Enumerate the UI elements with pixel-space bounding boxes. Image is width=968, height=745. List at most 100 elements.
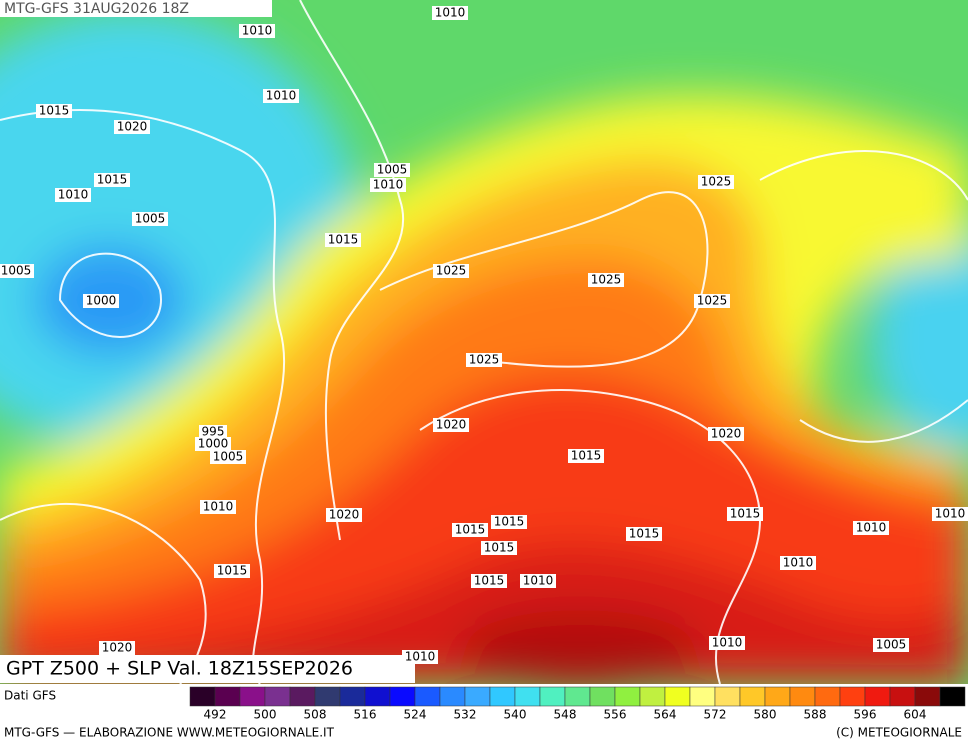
isobar-label: 1000 [86, 294, 117, 308]
isobar-label-box [471, 574, 507, 588]
isobar-label: 1015 [484, 541, 515, 555]
colorbar-label: 532 [454, 708, 477, 722]
isobar-label-box [36, 104, 72, 118]
isobar-label: 1010 [58, 188, 89, 202]
colorbar-swatch [764, 686, 791, 707]
colorbar-swatch [539, 686, 566, 707]
isobar-label-box [932, 507, 968, 521]
isobar-label-box [199, 425, 227, 439]
isobar-label-box [432, 6, 468, 20]
isobar-label: 1005 [876, 638, 907, 652]
isobar [0, 109, 286, 684]
isobar-label: 1015 [328, 233, 359, 247]
colorbar-label: 524 [404, 708, 427, 722]
isobar-label-box [698, 175, 734, 189]
colorbar-label: 596 [854, 708, 877, 722]
isobar-label-box [491, 515, 527, 529]
colorbar-swatch [939, 686, 966, 707]
colorbar-label: 556 [604, 708, 627, 722]
isobar-label: 1010 [783, 556, 814, 570]
isobar-label: 1010 [523, 574, 554, 588]
isobar-label: 1020 [329, 508, 360, 522]
isobar-label: 1010 [203, 500, 234, 514]
isobar-label: 1015 [97, 173, 128, 187]
colorbar-swatch [214, 686, 241, 707]
isobar [419, 389, 762, 684]
isobar-label: 1010 [856, 521, 887, 535]
colorbar-label: 508 [304, 708, 327, 722]
isobar-label: 1010 [405, 650, 436, 664]
colorbar-swatch [414, 686, 441, 707]
colorbar-swatch [264, 686, 291, 707]
isobar-label: 1020 [711, 427, 742, 441]
isobar-label: 1025 [469, 353, 500, 367]
isobar-label: 1020 [436, 418, 467, 432]
colorbar-swatch [689, 686, 716, 707]
isobar-label: 1015 [39, 104, 70, 118]
colorbar-swatch [914, 686, 941, 707]
isobar-label: 1015 [217, 564, 248, 578]
isobar-label-box [325, 233, 361, 247]
isobar-label: 1005 [213, 450, 244, 464]
isobar-label-box [326, 508, 362, 522]
isobar-label: 995 [202, 425, 225, 439]
colorbar-swatch [589, 686, 616, 707]
isobar-label: 1025 [701, 175, 732, 189]
isobar-label-box [727, 507, 763, 521]
isobar-label-box [370, 178, 406, 192]
isobar-label: 1025 [591, 273, 622, 287]
colorbar-swatch [464, 686, 491, 707]
isobar-label: 1005 [135, 212, 166, 226]
isobar-label: 1010 [242, 24, 273, 38]
colorbar-swatch [514, 686, 541, 707]
field [0, 0, 968, 684]
colorbar-label: 564 [654, 708, 677, 722]
isobar-label: 1010 [935, 507, 966, 521]
colorbar-swatch [664, 686, 691, 707]
isobar-label: 1025 [697, 294, 728, 308]
isobar-label-box [83, 294, 119, 308]
isobar-label-box [402, 650, 438, 664]
colorbar-swatch [289, 686, 316, 707]
isobar-label-box [709, 636, 745, 650]
colorbar-swatch [564, 686, 591, 707]
colorbar-swatch [739, 686, 766, 707]
colorbar-label: 588 [804, 708, 827, 722]
colorbar-label: 492 [204, 708, 227, 722]
colorbar-swatch [839, 686, 866, 707]
colorbar-label: 580 [754, 708, 777, 722]
isobar-label-box [433, 264, 469, 278]
colorbar-label: 516 [354, 708, 377, 722]
isobar-label-box [568, 449, 604, 463]
title: GPT Z500 + SLP Val. 18Z15SEP2026 [6, 658, 353, 680]
isobar-label: 1005 [1, 264, 32, 278]
isobar-label: 1010 [712, 636, 743, 650]
colorbar-swatch [864, 686, 891, 707]
isobar-label-box [853, 521, 889, 535]
colorbar-swatch [489, 686, 516, 707]
isobar-label-box [466, 353, 502, 367]
isobar-label: 1015 [571, 449, 602, 463]
title-box [0, 655, 415, 683]
colorbar-label: 500 [254, 708, 277, 722]
isobar-label: 1000 [198, 437, 229, 451]
colorbar-swatch [439, 686, 466, 707]
header: MTG-GFS 31AUG2026 18Z [4, 1, 189, 17]
isobar-label-box [114, 120, 150, 134]
isobar-label-box [132, 212, 168, 226]
isobar-label-box [873, 638, 909, 652]
isobar-label-box [0, 264, 34, 278]
isobar-label-box [210, 450, 246, 464]
isobar-label-box [520, 574, 556, 588]
isobar-label: 1005 [377, 163, 408, 177]
isobar-label: 1015 [474, 574, 505, 588]
isobar-label: 1010 [373, 178, 404, 192]
colorbar-swatch [389, 686, 416, 707]
isobar-label-box [214, 564, 250, 578]
colorbar-swatch [714, 686, 741, 707]
colorbar-swatch [339, 686, 366, 707]
isobar-label-box [55, 188, 91, 202]
isobar [58, 252, 162, 338]
colorbar-label: 548 [554, 708, 577, 722]
